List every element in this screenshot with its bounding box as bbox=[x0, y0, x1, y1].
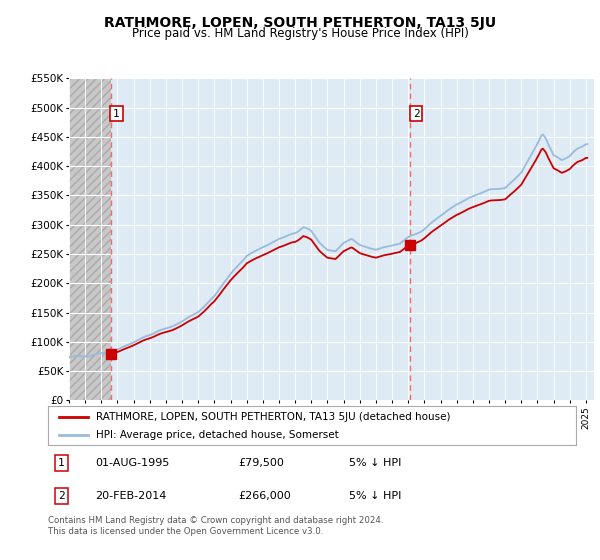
Text: Price paid vs. HM Land Registry's House Price Index (HPI): Price paid vs. HM Land Registry's House … bbox=[131, 27, 469, 40]
Text: HPI: Average price, detached house, Somerset: HPI: Average price, detached house, Some… bbox=[95, 430, 338, 440]
Bar bbox=[111, 78, 594, 400]
Text: £266,000: £266,000 bbox=[238, 491, 291, 501]
Text: RATHMORE, LOPEN, SOUTH PETHERTON, TA13 5JU: RATHMORE, LOPEN, SOUTH PETHERTON, TA13 5… bbox=[104, 16, 496, 30]
Text: 20-FEB-2014: 20-FEB-2014 bbox=[95, 491, 167, 501]
Text: 5% ↓ HPI: 5% ↓ HPI bbox=[349, 491, 401, 501]
Text: 1: 1 bbox=[58, 458, 65, 468]
Text: 5% ↓ HPI: 5% ↓ HPI bbox=[349, 458, 401, 468]
Bar bbox=[69, 78, 111, 400]
Text: 2: 2 bbox=[58, 491, 65, 501]
Text: 01-AUG-1995: 01-AUG-1995 bbox=[95, 458, 170, 468]
Text: 2: 2 bbox=[413, 109, 419, 119]
Text: Contains HM Land Registry data © Crown copyright and database right 2024.
This d: Contains HM Land Registry data © Crown c… bbox=[48, 516, 383, 536]
Text: RATHMORE, LOPEN, SOUTH PETHERTON, TA13 5JU (detached house): RATHMORE, LOPEN, SOUTH PETHERTON, TA13 5… bbox=[95, 412, 450, 422]
Text: £79,500: £79,500 bbox=[238, 458, 284, 468]
Text: 1: 1 bbox=[113, 109, 120, 119]
